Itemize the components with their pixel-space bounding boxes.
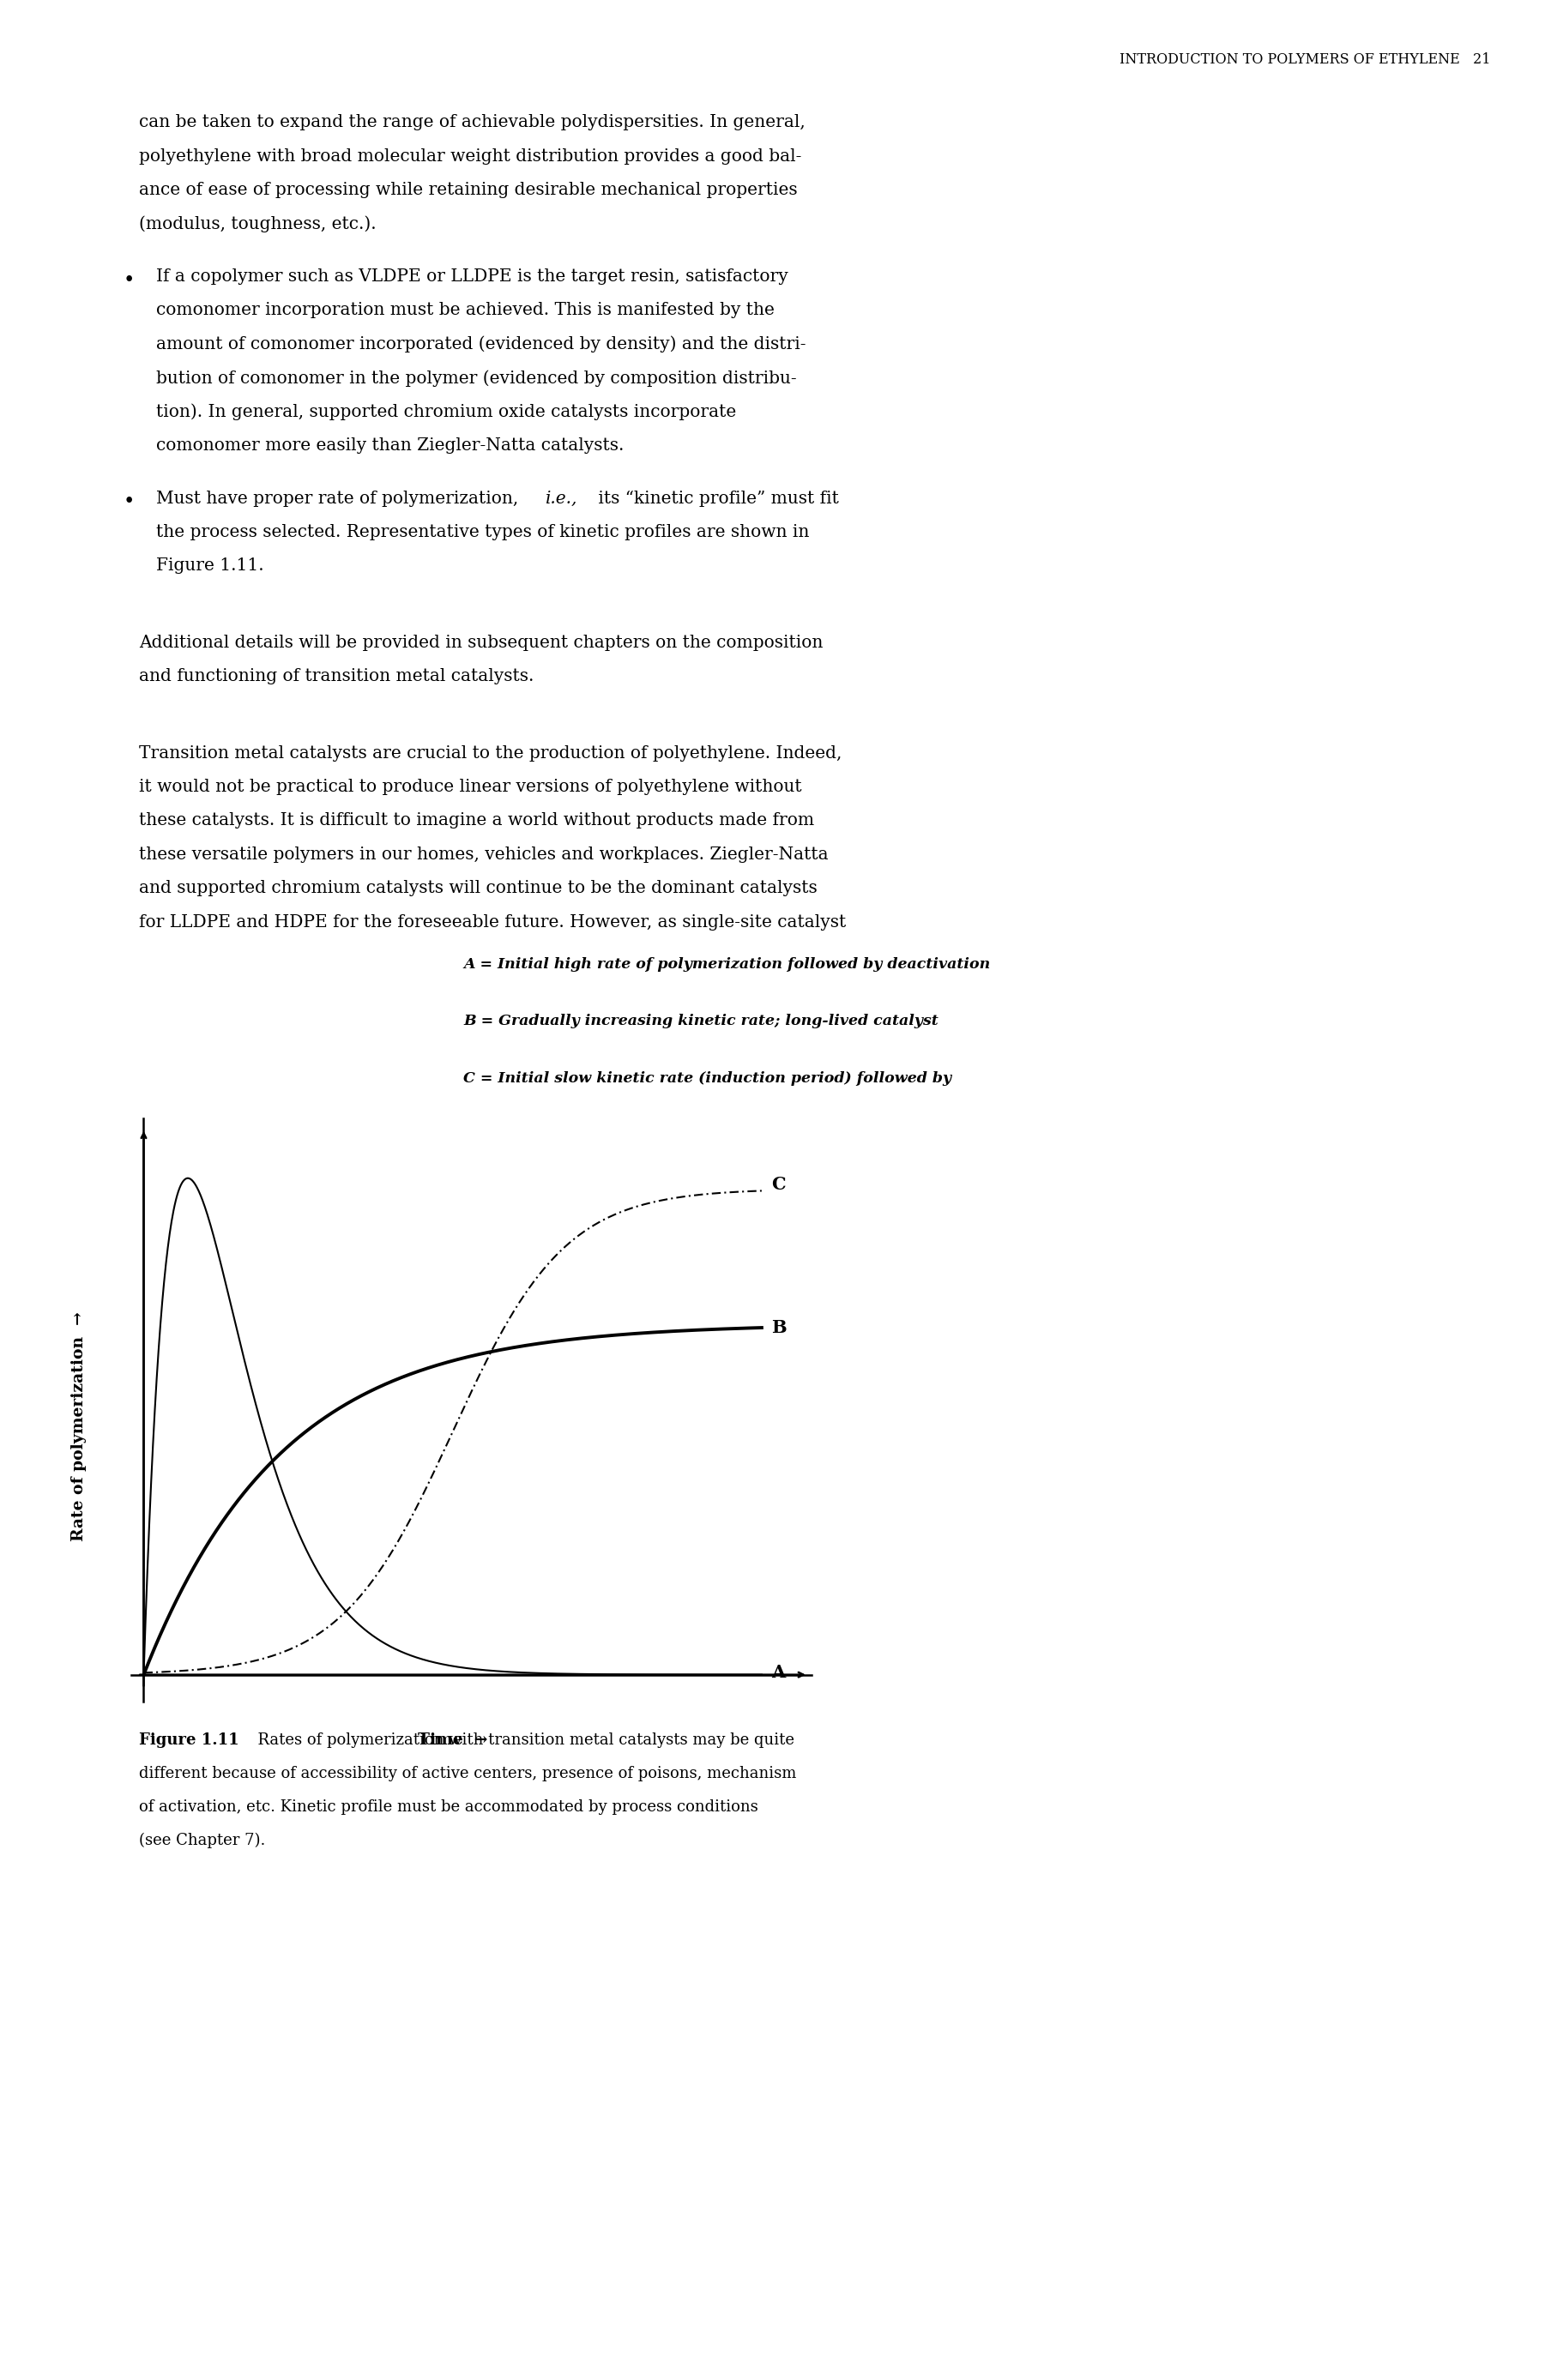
Text: A = Initial high rate of polymerization followed by deactivation: A = Initial high rate of polymerization … (463, 957, 990, 971)
Text: the process selected. Representative types of kinetic profiles are shown in: the process selected. Representative typ… (156, 524, 810, 540)
Text: Figure 1.11.: Figure 1.11. (156, 557, 264, 574)
Text: amount of comonomer incorporated (evidenced by density) and the distri-: amount of comonomer incorporated (eviden… (156, 336, 806, 352)
Text: A: A (771, 1664, 785, 1680)
Text: Must have proper rate of polymerization,: Must have proper rate of polymerization, (156, 490, 524, 507)
Text: (see Chapter 7).: (see Chapter 7). (139, 1833, 266, 1849)
Text: i.e.,: i.e., (545, 490, 578, 507)
Text: different because of accessibility of active centers, presence of poisons, mecha: different because of accessibility of ac… (139, 1766, 797, 1780)
Text: If a copolymer such as VLDPE or LLDPE is the target resin, satisfactory: If a copolymer such as VLDPE or LLDPE is… (156, 269, 788, 286)
Text: bution of comonomer in the polymer (evidenced by composition distribu-: bution of comonomer in the polymer (evid… (156, 369, 797, 386)
Text: B: B (771, 1319, 786, 1335)
Text: Figure 1.11: Figure 1.11 (139, 1733, 239, 1747)
Text: and supported chromium catalysts will continue to be the dominant catalysts: and supported chromium catalysts will co… (139, 881, 817, 897)
Text: these catalysts. It is difficult to imagine a world without products made from: these catalysts. It is difficult to imag… (139, 812, 814, 828)
Text: can be taken to expand the range of achievable polydispersities. In general,: can be taken to expand the range of achi… (139, 114, 805, 131)
Text: •: • (124, 271, 134, 290)
Text: its “kinetic profile” must fit: its “kinetic profile” must fit (593, 490, 839, 507)
Text: long-lived catalyat: long-lived catalyat (487, 1126, 672, 1140)
Text: Additional details will be provided in subsequent chapters on the composition: Additional details will be provided in s… (139, 635, 823, 650)
Text: ance of ease of processing while retaining desirable mechanical properties: ance of ease of processing while retaini… (139, 181, 797, 198)
Text: comonomer more easily than Ziegler-Natta catalysts.: comonomer more easily than Ziegler-Natta… (156, 438, 624, 455)
Text: these versatile polymers in our homes, vehicles and workplaces. Ziegler-Natta: these versatile polymers in our homes, v… (139, 847, 828, 862)
Text: B = Gradually increasing kinetic rate; long-lived catalyst: B = Gradually increasing kinetic rate; l… (463, 1014, 938, 1028)
Text: Transition metal catalysts are crucial to the production of polyethylene. Indeed: Transition metal catalysts are crucial t… (139, 745, 842, 762)
Text: C = Initial slow kinetic rate (induction period) followed by: C = Initial slow kinetic rate (induction… (463, 1071, 952, 1085)
Text: comonomer incorporation must be achieved. This is manifested by the: comonomer incorporation must be achieved… (156, 302, 774, 319)
Text: •: • (124, 493, 134, 512)
Text: it would not be practical to produce linear versions of polyethylene without: it would not be practical to produce lin… (139, 778, 802, 795)
Text: INTRODUCTION TO POLYMERS OF ETHYLENE   21: INTRODUCTION TO POLYMERS OF ETHYLENE 21 (1120, 52, 1491, 67)
Text: Time  →: Time → (417, 1733, 488, 1747)
Text: tion). In general, supported chromium oxide catalysts incorporate: tion). In general, supported chromium ox… (156, 405, 735, 421)
Text: C: C (771, 1176, 785, 1192)
Text: Rates of polymerization with transition metal catalysts may be quite: Rates of polymerization with transition … (247, 1733, 794, 1747)
Text: Rate of polymerization  →: Rate of polymerization → (71, 1311, 87, 1542)
Text: for LLDPE and HDPE for the foreseeable future. However, as single-site catalyst: for LLDPE and HDPE for the foreseeable f… (139, 914, 847, 931)
Text: of activation, etc. Kinetic profile must be accommodated by process conditions: of activation, etc. Kinetic profile must… (139, 1799, 759, 1814)
Text: and functioning of transition metal catalysts.: and functioning of transition metal cata… (139, 669, 535, 685)
Text: (modulus, toughness, etc.).: (modulus, toughness, etc.). (139, 217, 377, 233)
Text: polyethylene with broad molecular weight distribution provides a good bal-: polyethylene with broad molecular weight… (139, 148, 802, 164)
